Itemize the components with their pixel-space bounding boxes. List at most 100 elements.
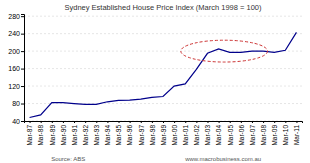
x-tick: Mar-92 xyxy=(82,121,89,146)
chart-svg: 4080120160200240280Mar-87Mar-88Mar-89Mar… xyxy=(0,0,310,163)
x-tick: Mar-89 xyxy=(49,121,56,146)
x-tick: Mar-06 xyxy=(238,121,245,146)
x-tick: Mar-97 xyxy=(138,121,145,146)
y-tick-label: 280 xyxy=(8,13,20,20)
annotation: Source: ABS xyxy=(51,156,85,162)
x-tick: Mar-98 xyxy=(149,121,156,146)
y-axis: 40 80 120 160 200 240 280 xyxy=(8,13,24,125)
x-tick: Mar-90 xyxy=(60,121,67,146)
x-tick: Mar-88 xyxy=(37,121,44,146)
x-tick: Mar-99 xyxy=(160,121,167,146)
x-tick-label: Mar-04 xyxy=(215,125,222,146)
x-tick-label: Mar-07 xyxy=(249,125,256,146)
x-tick: Mar-11 xyxy=(293,121,300,145)
y-tick-mark xyxy=(21,121,24,122)
x-tick-label: Mar-98 xyxy=(149,125,156,146)
x-tick: Mar-08 xyxy=(260,121,267,146)
x-tick-label: Mar-90 xyxy=(60,125,67,146)
x-tick: Mar-93 xyxy=(93,121,100,146)
y-tick-mark xyxy=(21,104,24,105)
x-tick: Mar-00 xyxy=(171,121,178,146)
x-tick-label: Mar-92 xyxy=(82,125,89,146)
x-tick: Mar-09 xyxy=(271,121,278,146)
x-tick-mark xyxy=(274,121,275,123)
x-tick-mark xyxy=(230,121,231,123)
x-tick-label: Mar-93 xyxy=(93,125,100,146)
x-tick-mark xyxy=(141,121,142,123)
x-tick-label: Mar-96 xyxy=(126,125,133,146)
grid-line xyxy=(24,16,302,17)
x-tick-label: Mar-88 xyxy=(37,125,44,146)
x-tick-label: Mar-02 xyxy=(193,125,200,146)
x-tick-mark xyxy=(196,121,197,123)
x-tick-mark xyxy=(285,121,286,123)
y-tick: 80 xyxy=(12,100,24,107)
x-tick-label: Mar-87 xyxy=(26,125,33,146)
x-tick: Mar-01 xyxy=(182,121,189,146)
plot-area: 4080120160200240280Mar-87Mar-88Mar-89Mar… xyxy=(8,13,302,146)
chart-container: 4080120160200240280Mar-87Mar-88Mar-89Mar… xyxy=(0,0,310,163)
x-tick-mark xyxy=(296,121,297,123)
x-tick-label: Mar-01 xyxy=(182,125,189,146)
x-tick-label: Mar-00 xyxy=(171,125,178,146)
grid-line xyxy=(24,33,302,34)
x-tick-label: Mar-97 xyxy=(138,125,145,146)
x-tick-label: Mar-91 xyxy=(71,125,78,146)
grid xyxy=(24,16,302,121)
x-tick-mark xyxy=(96,121,97,123)
x-tick-label: Mar-05 xyxy=(226,125,233,146)
x-tick-mark xyxy=(252,121,253,123)
x-tick-label: Mar-99 xyxy=(160,125,167,146)
x-axis: Mar-87 Mar-88 Mar-89 Mar-90 Mar-91 Mar-92 Mar-… xyxy=(25,121,303,146)
x-tick: Mar-07 xyxy=(249,121,256,146)
x-tick-mark xyxy=(107,121,108,123)
y-tick-label: 240 xyxy=(8,30,20,37)
highlight-ellipse xyxy=(181,40,268,62)
y-tick-label: 200 xyxy=(8,48,20,55)
line xyxy=(30,32,297,117)
grid-line xyxy=(24,68,302,69)
y-tick-mark xyxy=(21,86,24,87)
y-tick-mark xyxy=(21,34,24,35)
x-tick-mark xyxy=(163,121,164,123)
y-tick: 40 xyxy=(12,118,24,125)
x-tick-mark xyxy=(185,121,186,123)
x-tick-label: Mar-11 xyxy=(293,125,300,145)
x-tick-mark xyxy=(74,121,75,123)
x-tick-mark xyxy=(263,121,264,123)
y-tick-mark xyxy=(21,51,24,52)
y-tick-label: 160 xyxy=(8,65,20,72)
x-tick: Mar-03 xyxy=(204,121,211,146)
y-tick-label: 40 xyxy=(12,118,20,125)
x-tick: Mar-02 xyxy=(193,121,200,146)
x-tick-label: Mar-94 xyxy=(104,125,111,146)
x-tick-mark xyxy=(241,121,242,123)
x-axis-line xyxy=(25,122,303,124)
y-tick-label: 120 xyxy=(8,83,20,90)
y-tick-mark xyxy=(21,16,24,17)
y-axis-line xyxy=(21,15,25,122)
x-tick-mark xyxy=(41,121,42,123)
x-tick-label: Mar-03 xyxy=(204,125,211,146)
y-tick-mark xyxy=(21,69,24,70)
x-tick-mark xyxy=(30,121,31,123)
x-tick-mark xyxy=(85,121,86,123)
x-tick: Mar-95 xyxy=(115,121,122,146)
x-tick-mark xyxy=(119,121,120,123)
x-tick-label: Mar-95 xyxy=(115,125,122,146)
x-tick-mark xyxy=(207,121,208,123)
x-tick-mark xyxy=(52,121,53,123)
x-tick-label: Mar-09 xyxy=(271,125,278,146)
x-tick-mark xyxy=(174,121,175,123)
grid-line xyxy=(24,86,302,87)
x-tick: Mar-05 xyxy=(226,121,233,146)
x-tick: Mar-96 xyxy=(126,121,133,146)
x-tick-mark xyxy=(130,121,131,123)
marks xyxy=(30,32,297,117)
y-tick: 240 xyxy=(8,30,24,37)
x-tick-label: Mar-10 xyxy=(282,125,289,146)
x-tick-mark xyxy=(152,121,153,123)
y-tick: 200 xyxy=(8,48,24,55)
x-tick-label: Mar-06 xyxy=(238,125,245,146)
y-tick: 160 xyxy=(8,65,24,72)
